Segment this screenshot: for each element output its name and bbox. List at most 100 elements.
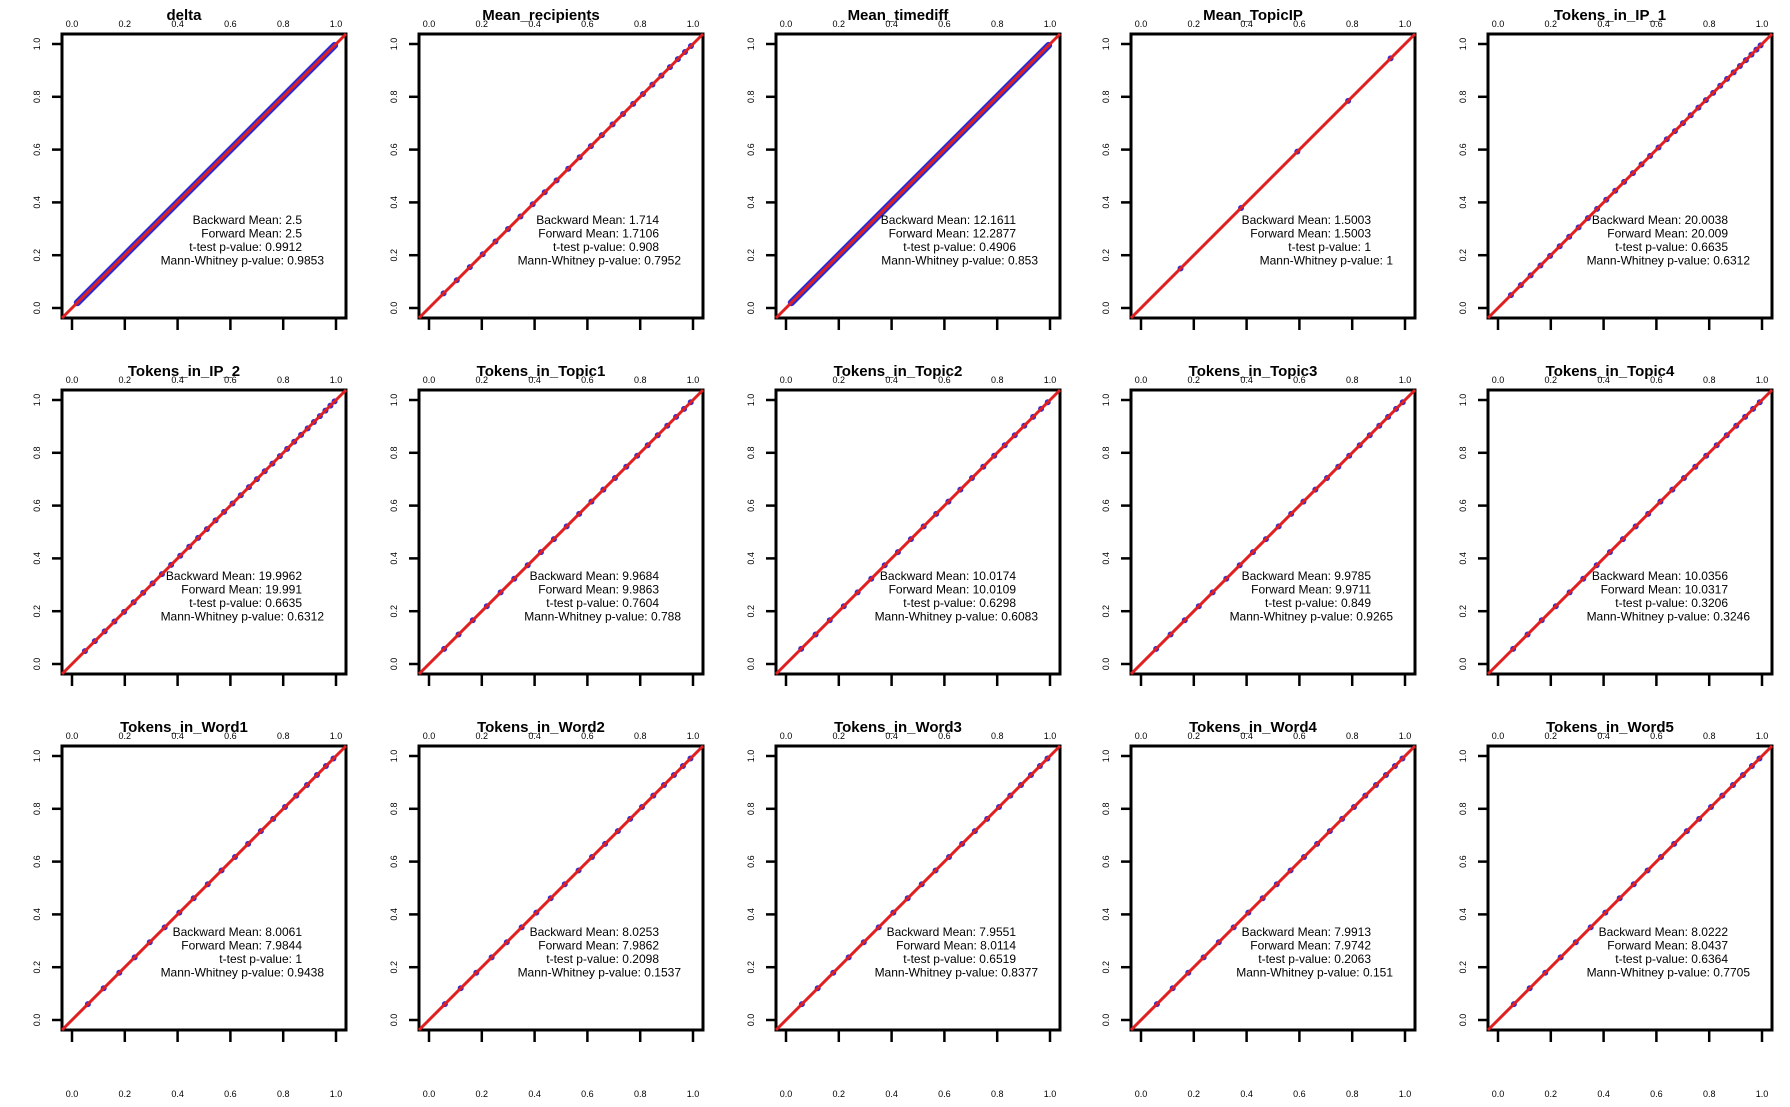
left-axis-tick-label: 0.4 — [389, 552, 399, 565]
left-axis-tick-label: 0.6 — [746, 499, 756, 512]
left-axis-tick-label: 1.0 — [746, 394, 756, 407]
stat-line: Mann-Whitney p-value: 0.9853 — [161, 254, 325, 268]
qq-panel-tokens-in-word1: Tokens_in_Word1 0.0 0.2 0.4 0.6 0.8 1.0 0.0 0.2 0… — [32, 719, 348, 1042]
top-axis-tick-label: 0.0 — [780, 19, 793, 29]
left-axis-tick-label: 0.4 — [32, 908, 42, 921]
left-axis-tick-label: 0.2 — [1101, 249, 1111, 262]
left-axis-tick-label: 0.2 — [32, 249, 42, 262]
stat-line: t-test p-value: 0.6635 — [189, 596, 302, 610]
left-axis-tick-label: 1.0 — [389, 750, 399, 763]
left-axis-tick-label: 0.2 — [32, 605, 42, 618]
top-axis-tick-label: 0.4 — [1240, 375, 1253, 385]
left-axis-tick-label: 0.0 — [32, 658, 42, 671]
stat-line: Mann-Whitney p-value: 0.7952 — [518, 254, 682, 268]
left-axis-tick-label: 0.8 — [1101, 91, 1111, 104]
plot-title: Tokens_in_Word3 — [834, 719, 962, 736]
top-axis-tick-label: 0.8 — [634, 375, 647, 385]
top-axis-tick-label: 1.0 — [1044, 731, 1057, 741]
qq-panel-tokens-in-word5: Tokens_in_Word5 0.0 0.2 0.4 0.6 0.8 1.0 0.0 0.2 0… — [1458, 719, 1774, 1042]
plot-frame — [417, 388, 705, 676]
top-axis-tick-label: 0.8 — [991, 375, 1004, 385]
plot-title: Tokens_in_Topic3 — [1189, 363, 1318, 380]
top-axis-tick-label: 0.4 — [885, 375, 898, 385]
stat-line: Backward Mean: 8.0253 — [530, 925, 660, 939]
bottom-axis-tick-label: 0.4 — [1597, 1089, 1610, 1099]
reference-line — [774, 744, 1062, 1032]
plot-title: Tokens_in_Word4 — [1189, 719, 1317, 736]
left-axis-tick-label: 1.0 — [1101, 394, 1111, 407]
left-axis-tick-label: 1.0 — [1101, 750, 1111, 763]
bottom-axis-tick-label: 0.8 — [277, 1089, 290, 1099]
plot-title: Tokens_in_Topic4 — [1546, 363, 1675, 380]
top-axis-tick-label: 1.0 — [330, 375, 343, 385]
stat-line: Mann-Whitney p-value: 0.9438 — [161, 966, 325, 980]
stat-line: t-test p-value: 0.7604 — [546, 596, 659, 610]
bottom-axis-tick-label: 0.6 — [224, 1089, 237, 1099]
top-axis-tick-label: 0.0 — [66, 375, 79, 385]
top-axis-tick-label: 0.8 — [634, 731, 647, 741]
left-axis-tick-label: 0.8 — [389, 803, 399, 816]
left-axis-tick-label: 1.0 — [32, 394, 42, 407]
reference-line — [60, 744, 348, 1032]
left-axis-tick-label: 1.0 — [746, 38, 756, 51]
top-axis-tick-label: 1.0 — [1044, 19, 1057, 29]
stat-line: Backward Mean: 1.5003 — [1242, 213, 1372, 227]
left-axis-tick-label: 0.8 — [1458, 447, 1468, 460]
top-axis-tick-label: 1.0 — [1399, 731, 1412, 741]
reference-line — [774, 388, 1062, 676]
plot-title: Tokens_in_Word1 — [120, 719, 248, 736]
stat-line: t-test p-value: 1 — [219, 952, 302, 966]
bottom-axis-tick-label: 1.0 — [330, 1089, 343, 1099]
left-axis-tick-label: 0.4 — [32, 552, 42, 565]
stat-line: Mann-Whitney p-value: 0.6083 — [875, 610, 1039, 624]
left-axis-tick-label: 1.0 — [389, 394, 399, 407]
top-axis-tick-label: 0.0 — [66, 731, 79, 741]
stat-line: t-test p-value: 0.4906 — [903, 240, 1016, 254]
stat-line: t-test p-value: 0.9912 — [189, 240, 302, 254]
left-axis-tick-label: 1.0 — [389, 38, 399, 51]
stat-line: t-test p-value: 0.6635 — [1615, 240, 1728, 254]
top-axis-tick-label: 0.6 — [581, 731, 594, 741]
left-axis-tick-label: 0.8 — [32, 91, 42, 104]
left-axis-tick-label: 1.0 — [32, 750, 42, 763]
top-axis-tick-label: 0.8 — [991, 731, 1004, 741]
left-axis-tick-label: 0.4 — [1458, 196, 1468, 209]
qq-panel-delta: delta 0.0 0.2 0.4 0.6 0.8 1.0 0.0 0.2 0.4 0.6 0.8 1.… — [32, 7, 348, 330]
top-axis-tick-label: 0.6 — [1293, 19, 1306, 29]
top-axis-tick-label: 0.0 — [780, 731, 793, 741]
reference-line — [417, 744, 705, 1032]
plot-frame — [1486, 388, 1774, 676]
bottom-axis-tick-label: 0.6 — [1293, 1089, 1306, 1099]
qq-panel-tokens-in-word2: Tokens_in_Word2 0.0 0.2 0.4 0.6 0.8 1.0 0.0 0.2 0… — [389, 719, 705, 1042]
left-axis-tick-label: 0.4 — [1458, 552, 1468, 565]
top-axis-tick-label: 0.8 — [1346, 375, 1359, 385]
left-axis-tick-label: 0.4 — [32, 196, 42, 209]
left-axis-tick-label: 0.2 — [746, 605, 756, 618]
stat-line: Forward Mean: 9.9711 — [1251, 583, 1371, 597]
top-axis-tick-label: 0.8 — [1346, 19, 1359, 29]
stat-line: Forward Mean: 19.991 — [181, 583, 302, 597]
left-axis-tick-label: 0.0 — [389, 658, 399, 671]
left-axis-tick-label: 0.4 — [389, 196, 399, 209]
top-axis-tick-label: 1.0 — [1756, 375, 1769, 385]
left-axis-tick-label: 0.8 — [32, 803, 42, 816]
top-axis-tick-label: 0.6 — [938, 375, 951, 385]
stat-line: Backward Mean: 10.0356 — [1592, 569, 1728, 583]
left-axis-tick-label: 0.6 — [1458, 143, 1468, 156]
plot-frame — [1129, 32, 1417, 320]
stat-line: Mann-Whitney p-value: 0.6312 — [1587, 254, 1751, 268]
top-axis-tick-label: 0.2 — [119, 19, 132, 29]
top-axis-tick-label: 0.2 — [476, 375, 489, 385]
top-axis-tick-label: 1.0 — [1399, 375, 1412, 385]
stat-line: Backward Mean: 2.5 — [193, 213, 303, 227]
qq-panel-tokens-in-ip-2: Tokens_in_IP_2 0.0 0.2 0.4 0.6 0.8 1.0 0.0 0.2 0.… — [32, 363, 348, 686]
top-axis-tick-label: 0.4 — [528, 19, 541, 29]
stat-line: Backward Mean: 8.0222 — [1599, 925, 1729, 939]
plot-frame — [417, 744, 705, 1032]
plot-title: Mean_TopicIP — [1203, 7, 1303, 24]
top-axis-tick-label: 1.0 — [1044, 375, 1057, 385]
left-axis-tick-label: 1.0 — [1458, 750, 1468, 763]
left-axis-tick-label: 0.2 — [746, 961, 756, 974]
